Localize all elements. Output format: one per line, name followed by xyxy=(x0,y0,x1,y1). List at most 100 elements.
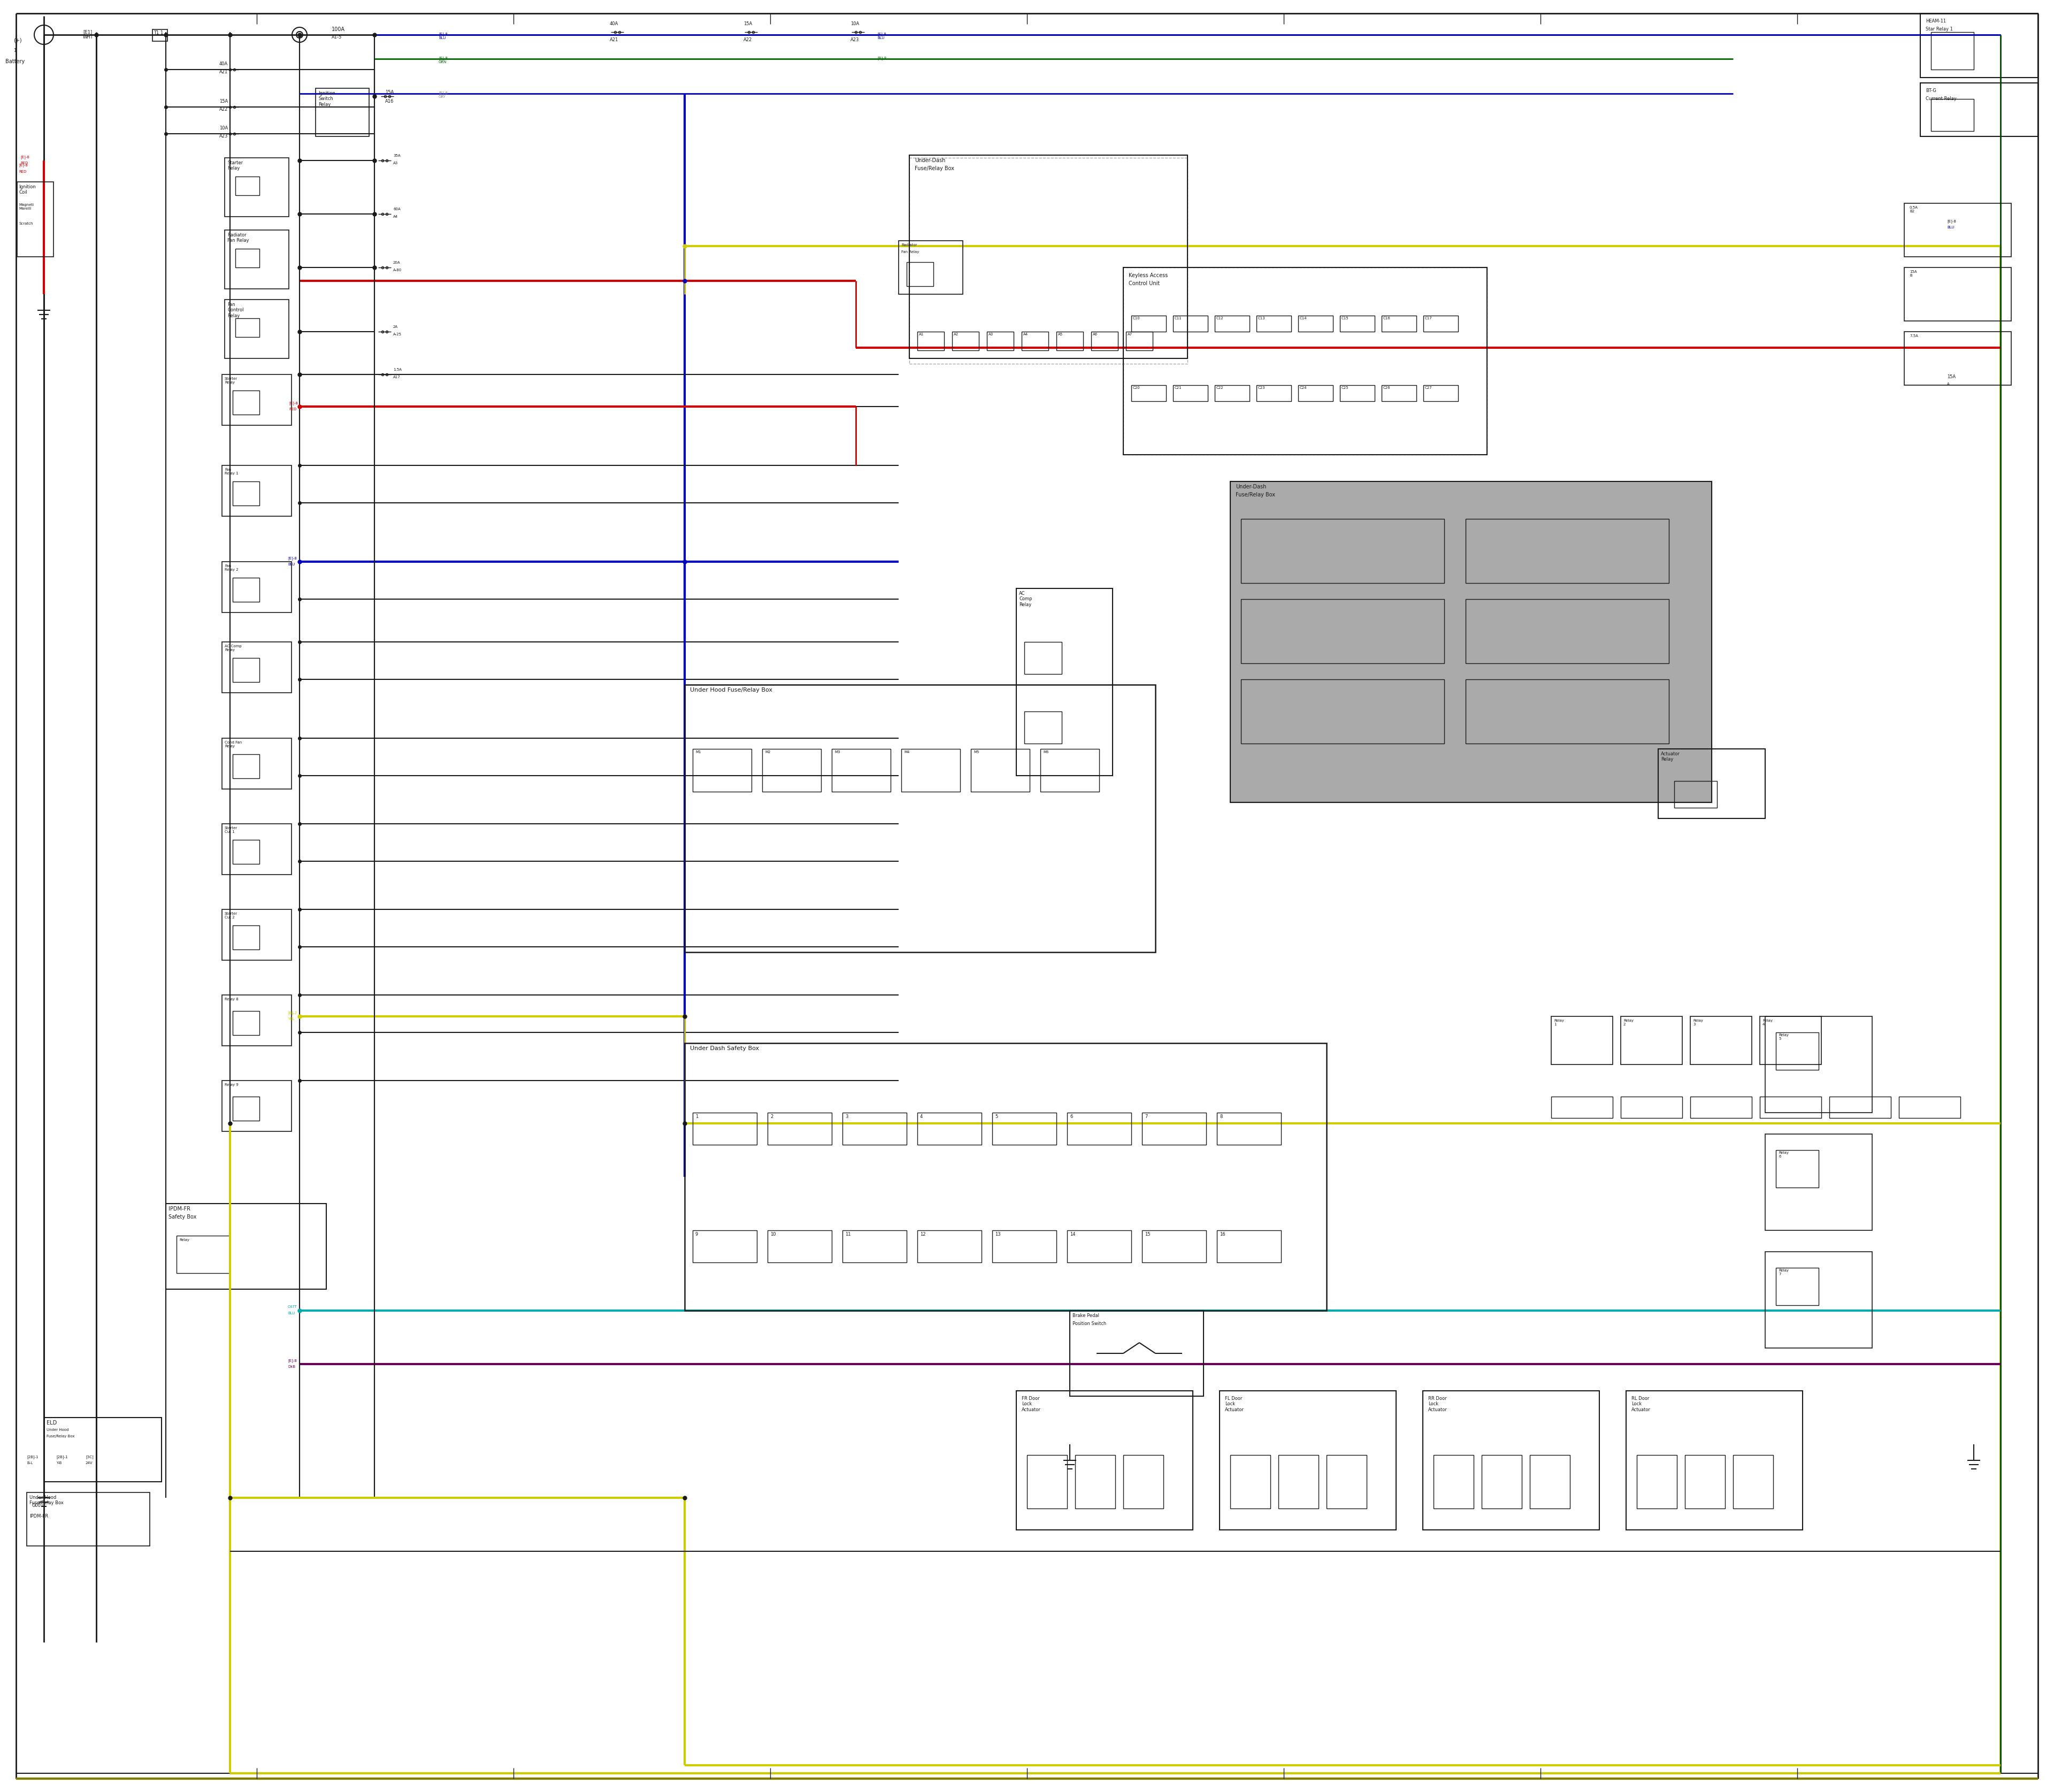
Bar xyxy=(1017,1391,1193,1530)
Bar xyxy=(1241,679,1444,744)
Text: A: A xyxy=(1947,382,1949,385)
Bar xyxy=(1423,315,1458,332)
Text: Star Relay 1: Star Relay 1 xyxy=(1927,27,1953,32)
Bar xyxy=(1551,1016,1612,1064)
Text: Under-Dash: Under-Dash xyxy=(914,158,945,163)
Bar xyxy=(224,299,290,358)
Bar xyxy=(1931,99,1974,131)
Text: [B]-2: [B]-2 xyxy=(288,1011,298,1014)
Text: Relay
5: Relay 5 xyxy=(1779,1034,1789,1041)
Bar xyxy=(222,466,292,516)
Text: BLU: BLU xyxy=(288,1312,296,1315)
Text: 16: 16 xyxy=(1220,1231,1226,1236)
Text: WHT: WHT xyxy=(82,34,92,39)
Text: [2B]-1: [2B]-1 xyxy=(55,1455,68,1459)
Text: Starter
Relay: Starter Relay xyxy=(228,161,242,170)
Text: C20: C20 xyxy=(1134,387,1140,389)
Text: C27: C27 xyxy=(1425,387,1432,389)
Bar xyxy=(152,29,168,41)
Text: Position Switch: Position Switch xyxy=(1072,1321,1107,1326)
Text: Relay
6: Relay 6 xyxy=(1779,1150,1789,1158)
Text: A17: A17 xyxy=(392,376,401,378)
Text: [E]-8
BLU: [E]-8 BLU xyxy=(440,32,448,39)
Text: C13: C13 xyxy=(1257,317,1265,321)
Bar xyxy=(1904,267,2011,321)
Bar xyxy=(1230,482,1711,803)
Text: Safety Box: Safety Box xyxy=(168,1215,197,1220)
Bar xyxy=(1684,1455,1725,1509)
Bar xyxy=(1257,315,1292,332)
Text: C14: C14 xyxy=(1300,317,1306,321)
Text: [E]-8: [E]-8 xyxy=(290,401,298,405)
Text: A21: A21 xyxy=(220,70,228,73)
Text: M2: M2 xyxy=(764,751,770,754)
Bar xyxy=(1481,1455,1522,1509)
Text: 60A: 60A xyxy=(392,208,401,211)
Bar xyxy=(1298,315,1333,332)
Bar xyxy=(1734,1455,1773,1509)
Text: [3C]: [3C] xyxy=(86,1455,94,1459)
Text: Radiator
Fan Relay: Radiator Fan Relay xyxy=(228,233,249,244)
Bar xyxy=(1777,1267,1818,1305)
Text: 9: 9 xyxy=(696,1231,698,1236)
Text: Y-B: Y-B xyxy=(55,1462,62,1464)
Text: 15A
B: 15A B xyxy=(1910,271,1916,278)
Bar xyxy=(1068,1231,1132,1262)
Bar xyxy=(222,642,292,694)
Bar xyxy=(1920,82,2038,136)
Bar xyxy=(1017,588,1113,776)
Text: A4: A4 xyxy=(1023,333,1029,335)
Bar xyxy=(906,262,933,287)
Text: 2: 2 xyxy=(770,1115,772,1118)
Bar xyxy=(768,1113,832,1145)
Bar xyxy=(1690,1016,1752,1064)
Bar xyxy=(902,749,959,792)
Text: C22: C22 xyxy=(1216,387,1224,389)
Bar xyxy=(177,1236,230,1272)
Bar xyxy=(1173,385,1208,401)
Bar xyxy=(842,1231,906,1262)
Text: A4: A4 xyxy=(392,215,398,219)
Text: M5: M5 xyxy=(974,751,980,754)
Bar xyxy=(1257,385,1292,401)
Bar xyxy=(1382,385,1417,401)
Bar xyxy=(1241,599,1444,663)
Bar xyxy=(222,375,292,425)
Text: [E1]: [E1] xyxy=(82,29,92,34)
Text: [E]-8: [E]-8 xyxy=(21,156,29,159)
Text: Relay 8: Relay 8 xyxy=(224,998,238,1002)
Bar xyxy=(992,1231,1056,1262)
Text: Starter
Relay: Starter Relay xyxy=(224,376,238,383)
Bar xyxy=(1214,315,1249,332)
Text: 6: 6 xyxy=(1070,1115,1072,1118)
Bar xyxy=(1777,1032,1818,1070)
Text: 2A: 2A xyxy=(392,324,398,328)
Bar xyxy=(1132,385,1167,401)
Bar xyxy=(316,88,370,136)
Text: Current Relay: Current Relay xyxy=(1927,97,1957,100)
Text: Actuator
Relay: Actuator Relay xyxy=(1662,751,1680,762)
Text: 35A: 35A xyxy=(392,154,401,158)
Text: A21: A21 xyxy=(610,38,618,43)
Bar xyxy=(1423,385,1458,401)
Bar xyxy=(1027,1455,1068,1509)
Bar xyxy=(16,181,53,256)
Bar xyxy=(232,391,259,414)
Bar xyxy=(918,1113,982,1145)
Bar xyxy=(232,658,259,683)
Bar xyxy=(232,1011,259,1036)
Bar xyxy=(768,1231,832,1262)
Bar xyxy=(1278,1455,1319,1509)
Text: BLU: BLU xyxy=(1947,226,1953,229)
Text: C47T: C47T xyxy=(288,1305,298,1308)
Text: A2: A2 xyxy=(953,333,959,335)
Text: Fan
Relay 1: Fan Relay 1 xyxy=(224,468,238,475)
Text: [E]-8
GRN: [E]-8 GRN xyxy=(440,56,448,63)
Text: C12: C12 xyxy=(1216,317,1224,321)
Text: 14: 14 xyxy=(1070,1231,1076,1236)
Bar xyxy=(1230,482,1711,803)
Text: Ignition
Coil: Ignition Coil xyxy=(18,185,35,195)
Bar xyxy=(1126,332,1152,351)
Text: [2B]-1: [2B]-1 xyxy=(27,1455,39,1459)
Bar xyxy=(236,249,259,267)
